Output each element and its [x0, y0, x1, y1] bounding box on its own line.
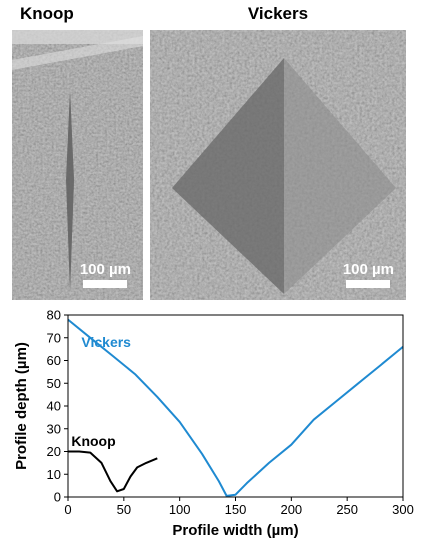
- y-axis: 0 10 20 30 40 50 60 70 80: [47, 308, 68, 505]
- x-axis-label: Profile width (µm): [172, 522, 298, 539]
- y-tick-label: 70: [47, 330, 61, 345]
- vickers-scale-label: 100 µm: [342, 261, 394, 278]
- x-tick-label: 100: [169, 502, 191, 517]
- y-tick-label: 50: [47, 376, 61, 391]
- knoop-scale-label: 100 µm: [79, 261, 131, 278]
- y-tick-label: 60: [47, 353, 61, 368]
- x-tick-label: 300: [392, 502, 414, 517]
- vickers-series-line: [67, 318, 404, 497]
- knoop-micrograph: 100 µm: [12, 30, 143, 300]
- plot-frame: [67, 314, 404, 498]
- y-tick-label: 20: [47, 444, 61, 459]
- knoop-series-line: [68, 450, 158, 493]
- vickers-panel-title: Vickers: [247, 4, 309, 23]
- x-tick-label: 150: [225, 502, 247, 517]
- knoop-scale-line: [83, 280, 128, 288]
- depth-profile-chart: 0 10 20 30 40 50 60 70 80 0 50 100 150 200 250 300 Vic…: [13, 308, 414, 540]
- y-tick-label: 40: [47, 399, 61, 414]
- knoop-scale-bar: 100 µm: [80, 261, 131, 288]
- y-tick-label: 10: [47, 467, 61, 482]
- y-tick-label: 0: [54, 490, 61, 505]
- vickers-micrograph: 100 µm: [150, 30, 406, 300]
- x-tick-label: 50: [117, 502, 131, 517]
- knoop-series-label: Knoop: [71, 433, 115, 449]
- x-tick-label: 200: [280, 502, 302, 517]
- y-tick-label: 80: [47, 308, 61, 323]
- x-axis: 0 50 100 150 200 250 300: [64, 497, 414, 517]
- knoop-panel-title: Knoop: [20, 4, 74, 23]
- vickers-scale-line: [346, 280, 391, 288]
- y-tick-label: 30: [47, 421, 61, 436]
- x-tick-label: 0: [64, 502, 71, 517]
- x-tick-label: 250: [336, 502, 358, 517]
- y-axis-label: Profile depth (µm): [13, 342, 30, 470]
- series-lines: Vickers Knoop: [67, 318, 404, 497]
- vickers-series-label: Vickers: [81, 334, 131, 350]
- vickers-scale-bar: 100 µm: [343, 261, 394, 288]
